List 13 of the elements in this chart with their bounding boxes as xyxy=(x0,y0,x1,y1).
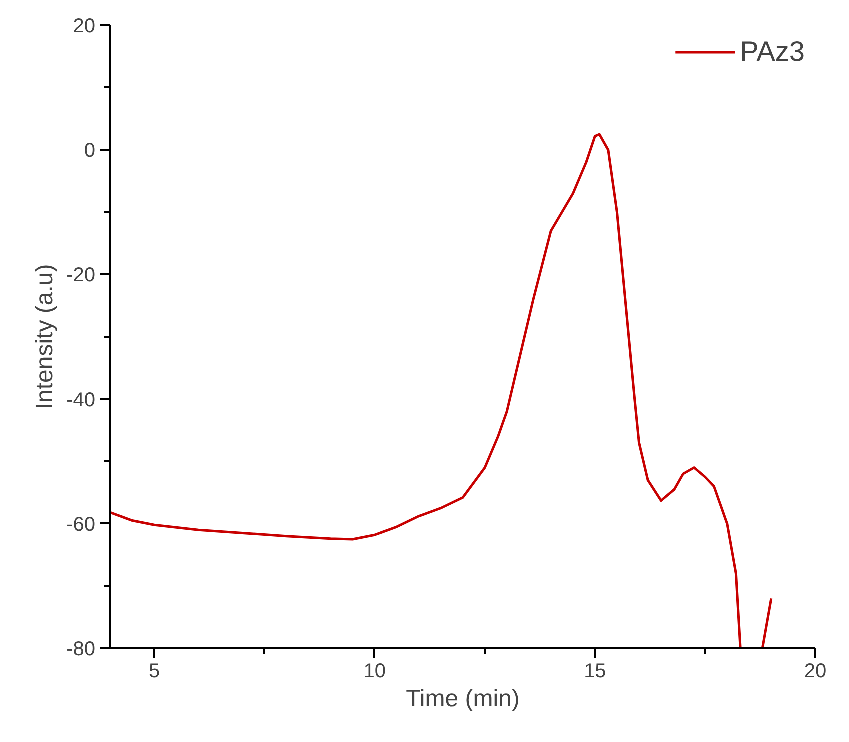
legend-label: PAz3 xyxy=(740,35,805,69)
y-tick-label: -40 xyxy=(66,389,96,412)
y-tick-label: -20 xyxy=(66,264,96,287)
x-tick-label: 15 xyxy=(584,660,606,682)
y-tick-label: 0 xyxy=(84,140,96,162)
y-tick-label: -80 xyxy=(66,638,96,660)
x-tick-label: 10 xyxy=(364,660,386,682)
y-tick-label: 20 xyxy=(73,16,96,38)
x-tick-label: 5 xyxy=(149,660,160,682)
y-axis-title: Intensity (a.u) xyxy=(32,264,59,410)
x-axis-title: Time (min) xyxy=(406,686,520,712)
x-tick-label: 20 xyxy=(804,660,827,682)
y-tick-label: -60 xyxy=(66,514,96,536)
